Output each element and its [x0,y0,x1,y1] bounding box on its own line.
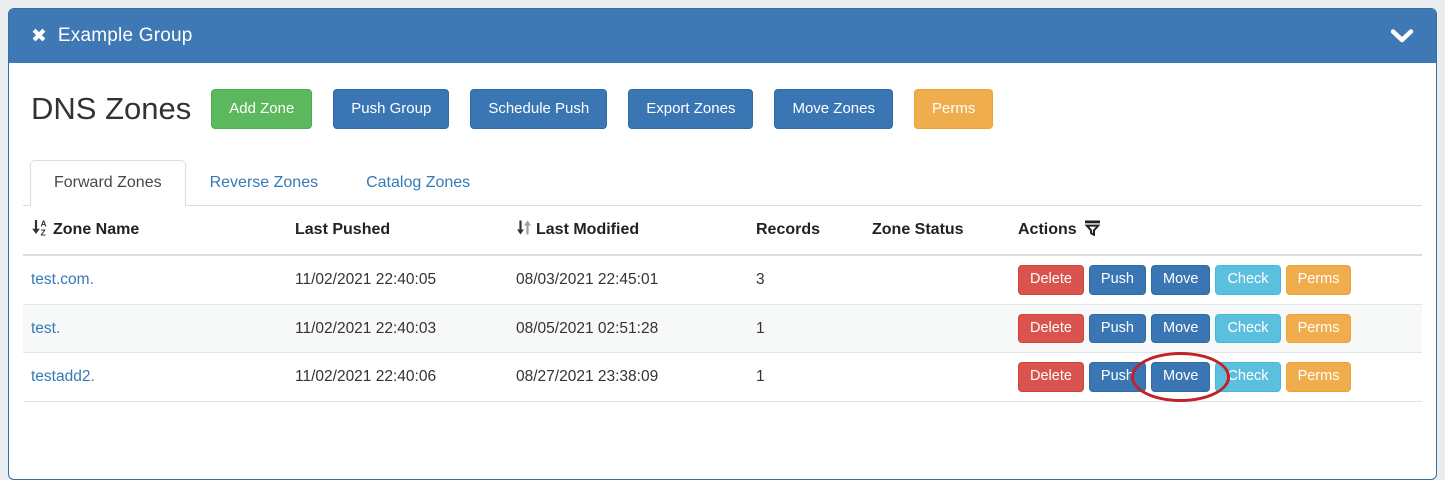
zone-link[interactable]: test. [31,319,61,337]
records-cell: 1 [748,304,864,354]
move-button[interactable]: Move [1150,265,1211,295]
panel-body: DNS Zones Add Zone Push Group Schedule Pus… [9,89,1436,402]
check-button[interactable]: Check [1215,313,1281,344]
last-modified-cell: 08/27/2021 23:38:09 [508,352,748,402]
last-modified-cell: 08/03/2021 22:45:01 [508,255,748,305]
column-label: Zone Status [872,221,964,239]
actions-cell: Delete Push Move Check Perms [1010,255,1422,305]
push-group-button[interactable]: Push Group [333,89,450,130]
zone-name-cell: testadd2. [23,352,287,402]
push-button[interactable]: Push [1088,313,1146,344]
close-icon[interactable]: ✖ [31,25,47,47]
tab-forward-zones[interactable]: Forward Zones [30,160,186,207]
table-row: test.com. 11/02/2021 22:40:05 08/03/2021 2… [23,255,1422,305]
check-button[interactable]: Check [1215,265,1281,295]
svg-text:Z: Z [41,228,46,237]
title-row: DNS Zones Add Zone Push Group Schedule Pus… [23,89,1422,130]
push-button[interactable]: Push [1088,362,1146,392]
zone-name-cell: test.com. [23,255,287,305]
records-cell: 3 [748,255,864,305]
column-header-last-modified[interactable]: Last Modified [508,206,748,257]
column-label: Last Modified [536,221,640,239]
sort-icon[interactable] [516,219,532,241]
page-title: DNS Zones [31,91,192,127]
perms-button[interactable]: Perms [1285,313,1352,344]
delete-button[interactable]: Delete [1018,265,1084,295]
delete-button[interactable]: Delete [1018,313,1084,344]
tab-reverse-zones[interactable]: Reverse Zones [209,174,319,192]
last-pushed-cell: 11/02/2021 22:40:06 [287,352,508,402]
zone-link[interactable]: test.com. [31,271,94,289]
column-label: Actions [1018,220,1077,238]
records-cell: 1 [748,352,864,402]
table-row: testadd2. 11/02/2021 22:40:06 08/27/2021 2… [23,352,1422,402]
svg-text:A: A [41,219,47,229]
perms-button[interactable]: Perms [1285,362,1352,392]
actions-cell: Delete Push Move Check Perms [1010,352,1422,402]
tab-bar: Forward Zones Reverse Zones Catalog Zones [23,160,1422,207]
column-header-actions[interactable]: Actions [1010,206,1422,257]
perms-button[interactable]: Perms [1285,265,1352,295]
zone-status-cell [864,255,1010,305]
column-label: Last Pushed [295,221,391,239]
table-header-row: A Z Zone Name Last Pushed Last Modified Recor… [23,206,1422,257]
check-button[interactable]: Check [1215,362,1281,392]
move-zones-button[interactable]: Move Zones [774,89,893,130]
zone-name-cell: test. [23,304,287,354]
zones-table: A Z Zone Name Last Pushed Last Modified Recor… [23,206,1422,402]
actions-cell: Delete Push Move Check Perms [1010,304,1422,354]
last-pushed-cell: 11/02/2021 22:40:03 [287,304,508,354]
table-body: test.com. 11/02/2021 22:40:05 08/03/2021 2… [23,255,1422,402]
column-label: Zone Name [53,221,140,239]
push-button[interactable]: Push [1088,265,1146,295]
delete-button[interactable]: Delete [1018,362,1084,392]
tab-catalog-zones[interactable]: Catalog Zones [366,174,471,192]
column-header-zone-status: Zone Status [864,206,1010,257]
panel-title: Example Group [57,25,193,46]
move-button[interactable]: Move [1150,362,1211,392]
column-label: Records [756,221,821,239]
toolbar: Add Zone Push Group Schedule Push Export Zo… [211,89,1014,130]
column-header-records: Records [748,206,864,257]
filter-icon[interactable] [1084,220,1101,241]
last-pushed-cell: 11/02/2021 22:40:05 [287,255,508,305]
zone-link[interactable]: testadd2. [31,368,95,386]
panel-header: ✖ Example Group [9,9,1436,63]
perms-button[interactable]: Perms [914,89,994,130]
chevron-down-icon[interactable] [1390,29,1414,43]
annotated-action: Move [1130,352,1231,402]
schedule-push-button[interactable]: Schedule Push [470,89,608,130]
table-row: test. 11/02/2021 22:40:03 08/05/2021 02:51… [23,304,1422,354]
zone-status-cell [864,304,1010,354]
move-button[interactable]: Move [1150,313,1211,344]
add-zone-button[interactable]: Add Zone [211,89,313,130]
column-header-last-pushed: Last Pushed [287,206,508,257]
zone-status-cell [864,352,1010,402]
group-panel: ✖ Example Group DNS Zones Add Zone Push G… [8,8,1437,480]
export-zones-button[interactable]: Export Zones [628,89,754,130]
column-header-zone-name[interactable]: A Z Zone Name [23,206,287,257]
last-modified-cell: 08/05/2021 02:51:28 [508,304,748,354]
